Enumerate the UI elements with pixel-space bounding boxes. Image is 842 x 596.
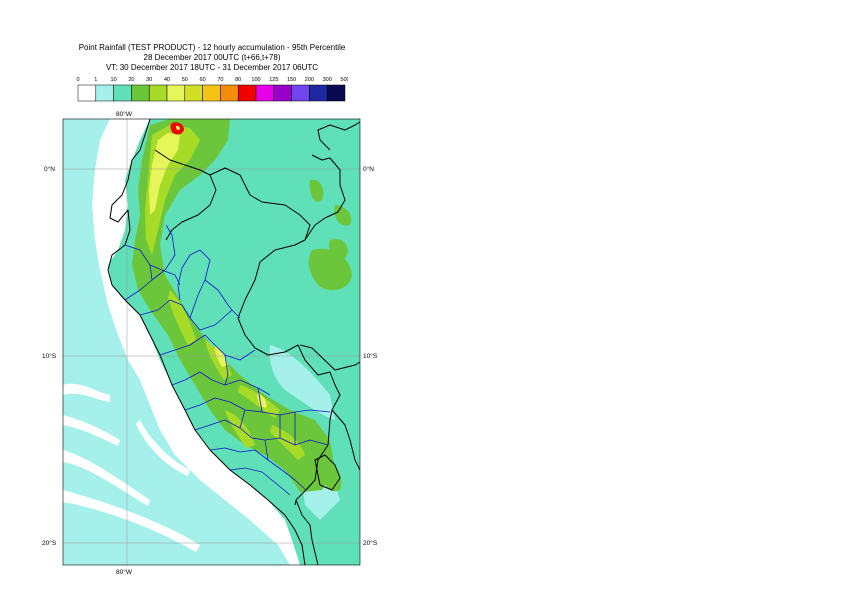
map-run-time: 28 December 2017 00UTC (t+66,t+78) xyxy=(143,53,281,62)
map-frame xyxy=(62,118,361,566)
legend-tick-label: 300 xyxy=(323,77,332,83)
legend-tick-label: 500 xyxy=(340,77,348,83)
east-moderate-rain-1 xyxy=(308,248,352,291)
lat-label-0-right: 0°N xyxy=(363,165,374,173)
lat-label-20-left: 20°S xyxy=(42,539,57,547)
lat-label-20-right: 20°S xyxy=(363,539,378,547)
legend-tick-label: 80 xyxy=(235,77,241,83)
legend-tick-label: 1 xyxy=(94,77,97,83)
lat-label-10-right: 10°S xyxy=(363,352,378,360)
map-title: Point Rainfall (TEST PRODUCT) - 12 hourl… xyxy=(78,43,346,52)
east-moderate-rain-2 xyxy=(309,179,352,492)
graticule xyxy=(63,119,360,565)
map-valid-time: VT: 30 December 2017 18UTC - 31 December… xyxy=(105,63,319,72)
legend-tick-label: 100 xyxy=(251,77,260,83)
lat-label-10-left: 10°S xyxy=(42,352,57,360)
legend-tick-label: 50 xyxy=(182,77,188,83)
legend-tick-label: 10 xyxy=(111,77,117,83)
legend-tick-label: 30 xyxy=(146,77,152,83)
legend-tick-label: 20 xyxy=(128,77,134,83)
offshore-light-rain xyxy=(63,119,290,565)
extreme-rain-center xyxy=(176,125,180,130)
country-borders xyxy=(107,119,360,565)
legend-tick-label: 70 xyxy=(217,77,223,83)
very-heavy-rain-cores xyxy=(149,133,267,408)
lat-label-0-left: 0°N xyxy=(44,165,55,173)
legend-tick-label: 40 xyxy=(164,77,170,83)
colorbar-legend: 0 1 10 20 30 40 50 60 70 80 100 125 150 200 300 500 xyxy=(76,77,348,102)
legend-tick-label: 60 xyxy=(200,77,206,83)
legend-tick-label: 125 xyxy=(269,77,278,83)
legend-tick-label: 0 xyxy=(76,77,79,83)
offshore-streaks xyxy=(63,383,200,552)
regional-boundaries xyxy=(124,224,331,496)
lon-label-bottom: 80°W xyxy=(116,568,133,576)
legend-swatch xyxy=(326,84,346,102)
legend-tick-label: 200 xyxy=(305,77,314,83)
legend-tick-label: 150 xyxy=(287,77,296,83)
lon-label-top: 80°W xyxy=(116,110,133,118)
